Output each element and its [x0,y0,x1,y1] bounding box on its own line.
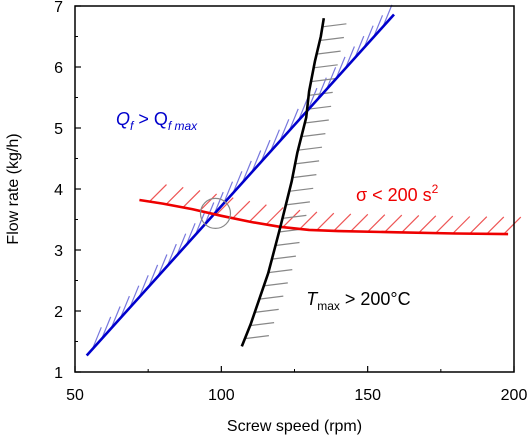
hatch-mark [401,214,420,233]
y-tick-label: 7 [54,0,63,16]
hatch-mark [333,213,352,232]
hatch-mark [316,212,335,231]
hatch-mark [166,243,177,267]
hatch-mark [292,174,317,179]
hatch-mark [307,87,318,111]
hatch-mark [199,193,218,212]
hatch-mark [269,129,280,152]
hatch-mark [310,78,336,83]
annotation-temp-sub: max [317,299,340,313]
hatch-mark [469,216,488,235]
series-2-line [240,17,326,347]
hatch-mark [265,207,284,225]
y-axis-title: Flow rate (kg/h) [5,133,22,244]
hatch-mark [313,64,338,69]
tick-layer: 50 100 150 200 1 2 3 4 5 6 7 [54,0,527,404]
hatch-mark [165,186,184,205]
x-tick-label: 150 [354,387,381,404]
y-tick-label: 4 [54,182,63,199]
annotation-stress-main: σ < 200 s [356,185,432,205]
hatch-mark [129,285,140,308]
hatch-mark [452,216,471,234]
hatch-mark [350,213,369,232]
hatch-mark [119,295,130,319]
annotation-temp-rest: > 200°C [340,289,411,309]
series-1-line [139,198,509,236]
hatch-mark [319,36,344,42]
hatch-mark [322,23,347,28]
hatch-mark [157,254,168,277]
hatch-mark [299,211,318,230]
hatch-mark [372,15,384,38]
hatch-mark [222,181,234,204]
hatch-mark [248,204,267,223]
hatch-mark [326,67,337,90]
annotation-flow-sub1: f [130,119,135,133]
hatch-mark [250,322,275,327]
intersection-circle [199,197,232,229]
hatch-mark [418,215,437,234]
hatch-mark [101,316,112,340]
hatch-mark [304,119,329,124]
hatch-mark [297,98,309,121]
annotation-stress-sup: 2 [432,182,439,196]
hatch-mark [244,335,269,340]
series-layer [85,13,509,357]
hatch-mark [282,209,301,228]
hatch-mark [503,216,522,235]
hatch-mark [295,160,320,165]
plot-frame [74,5,515,373]
hatch-mark [271,255,296,260]
x-axis-title: Screw speed (rpm) [227,418,362,435]
x-tick-label: 100 [208,387,235,404]
hatch-mark [282,214,307,219]
hatch-mark [215,197,234,216]
hatch-mark [138,275,149,298]
hatch-mark [268,269,293,274]
annotation-stress: σ < 200 s2 [356,182,439,205]
annotation-temp: Tmax > 200°C [306,289,410,313]
annotation-layer: Qf > Qf max σ < 200 s2 Tmax > 200°C [116,109,439,313]
axes-layer [74,5,515,373]
hatch-mark [435,215,454,234]
hatch-mark [486,216,505,235]
hatch-mark [259,295,284,300]
annotation-flow-sub2: f max [168,119,198,133]
annotation-flow-main: Q [116,109,130,129]
hatch-mark [316,50,341,55]
hatch-mark [260,139,271,163]
hatch-mark [232,200,251,219]
hatch-mark [367,214,386,233]
y-tick-label: 1 [54,365,63,382]
hatch-mark [182,189,201,208]
hatch-mark [263,282,288,287]
hatch-mark [363,25,374,48]
hatch-mark [232,171,243,194]
annotation-temp-main: T [306,289,319,309]
x-tick-label: 50 [66,387,84,404]
hatch-mark [335,56,346,80]
hatch-mark [297,146,323,151]
hatch-mark [289,187,314,192]
y-tick-label: 6 [54,60,63,77]
series-0-line [85,13,395,357]
hatch-mark [149,184,167,203]
hatch-mark [254,308,279,313]
hatch-mark [275,241,300,247]
annotation-flow-mid: > Q [133,109,168,129]
y-tick-label: 3 [54,243,63,260]
hatch-mark [301,133,326,138]
hatch-mark [194,212,205,236]
y-tick-label: 2 [54,304,63,321]
y-tick-label: 5 [54,121,63,138]
hatch-mark [91,327,102,350]
x-tick-label: 200 [501,387,528,404]
hatch-mark [285,201,310,206]
hatch-mark [307,105,332,110]
hatch-mark [384,214,403,233]
annotation-flow: Qf > Qf max [116,109,198,133]
